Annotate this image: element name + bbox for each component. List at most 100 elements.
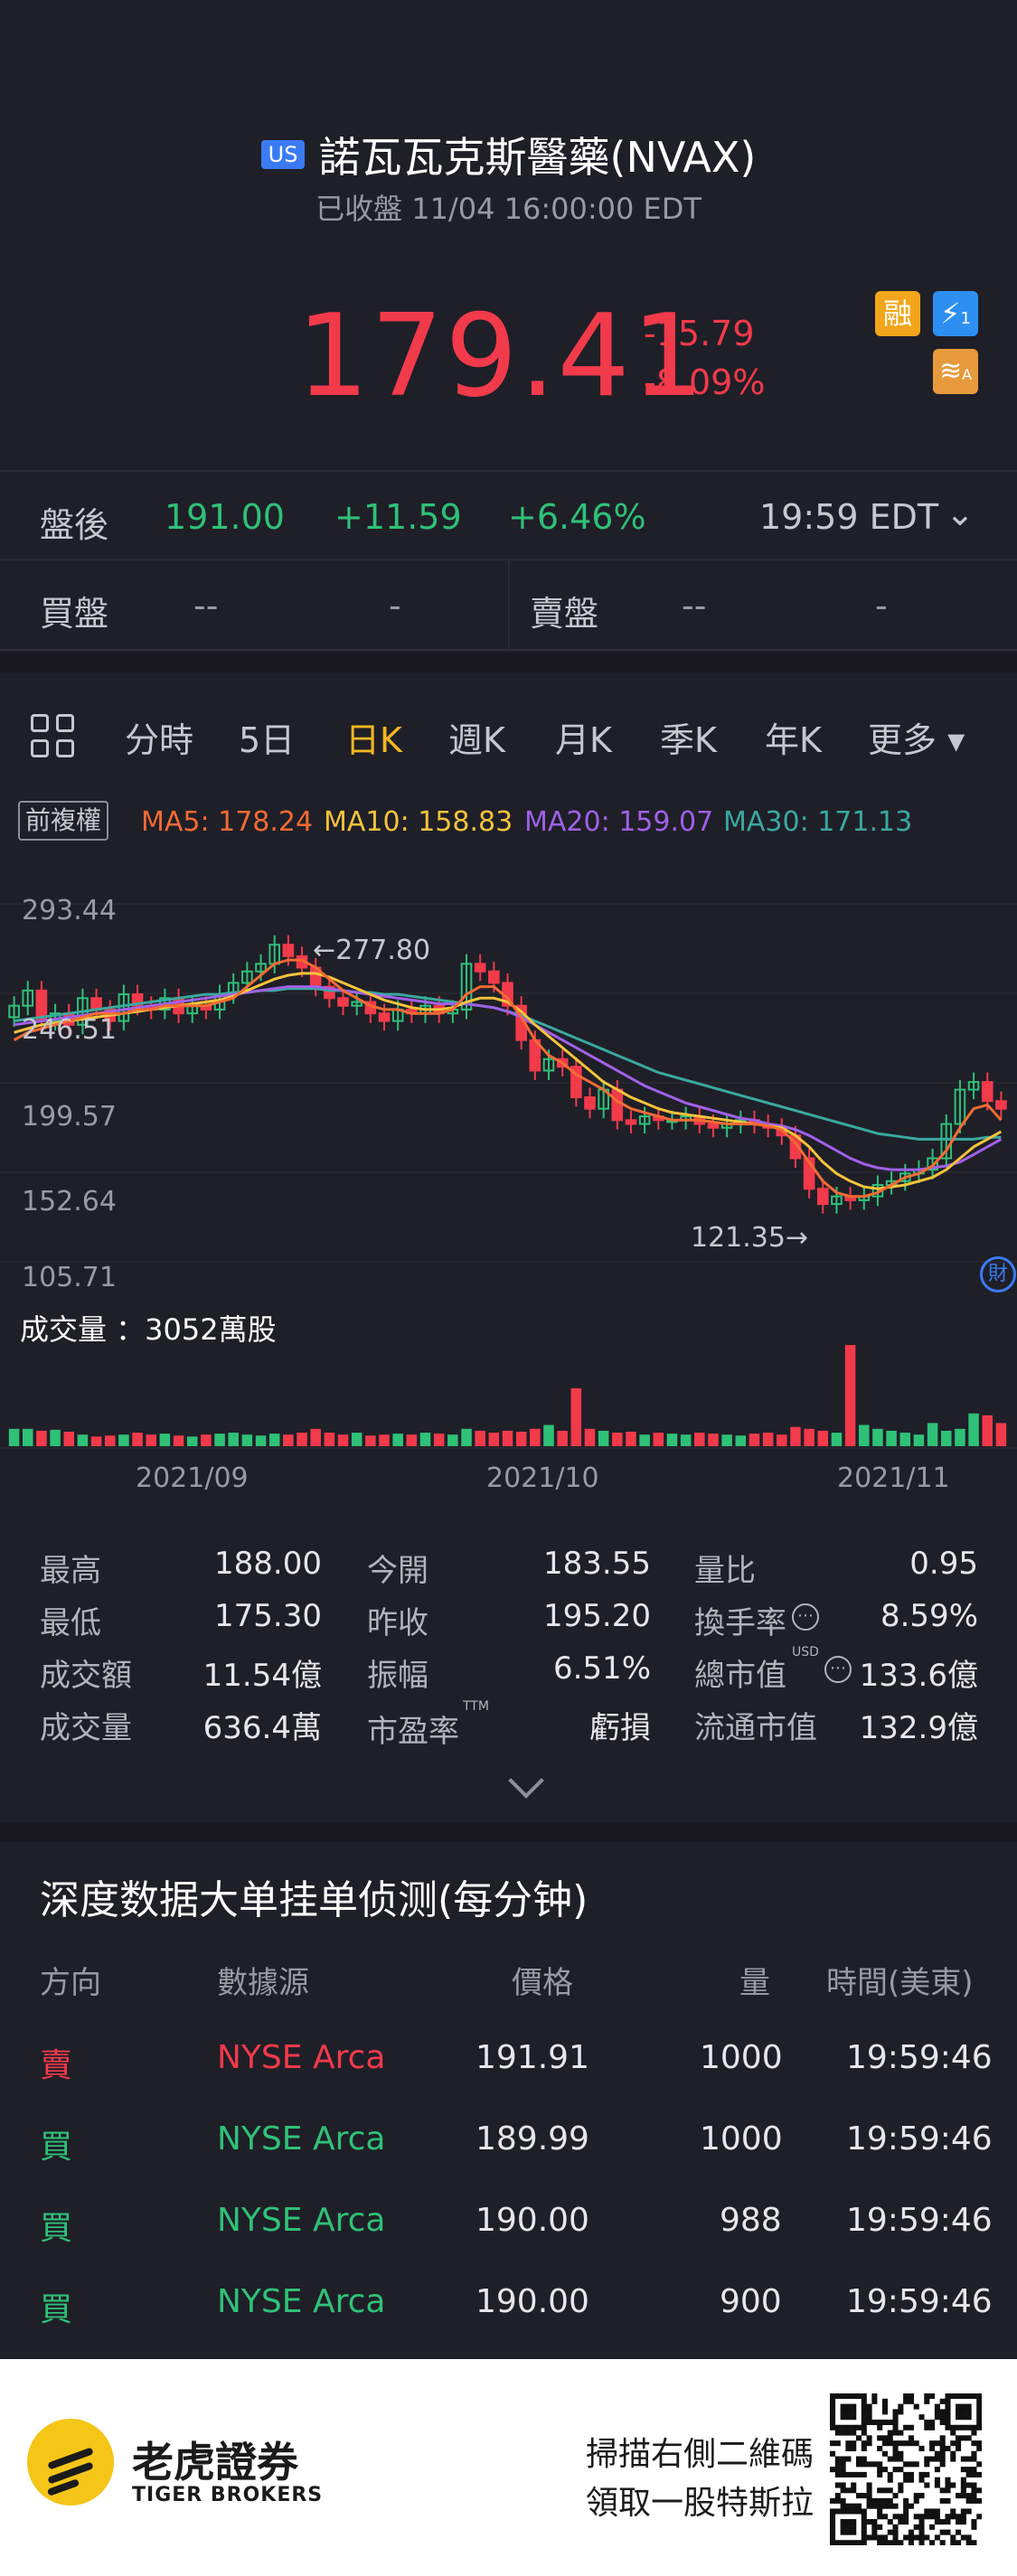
qr-module (834, 2430, 841, 2436)
qr-module (950, 2514, 956, 2520)
qr-module (845, 2487, 852, 2494)
tab-intraday[interactable]: 分時 (125, 720, 194, 760)
volume-bar (899, 1433, 911, 1446)
tab-yearly-k[interactable]: 年K (765, 720, 822, 760)
stat-label: 量比 (694, 1553, 756, 1589)
volume-bar (475, 1430, 485, 1446)
after-hours-row[interactable]: 盤後 191.00 +11.59 +6.46% 19:59 EDT ⌄ (0, 470, 1017, 560)
ma-legend: 前複權 MA5: 178.24 MA10: 158.83 MA20: 159.0… (0, 799, 1017, 850)
qr-module (840, 2482, 846, 2488)
volume-bar (77, 1434, 89, 1446)
stat-value: 132.9億 (859, 1710, 978, 1746)
qr-module (845, 2524, 852, 2530)
qr-module (960, 2467, 966, 2473)
volume-bar (90, 1436, 102, 1446)
qr-module (887, 2440, 893, 2447)
period-tabs: 分時 5日 日K 週K 月K 季K 年K 更多 ▾ (0, 672, 1017, 799)
brand-name: 老虎證券 (132, 2438, 298, 2487)
ma20-value: MA20: 159.07 (524, 806, 714, 838)
lightning-icon[interactable]: ⚡1 (933, 291, 978, 336)
layout-grid-icon[interactable] (31, 714, 76, 759)
qr-module (960, 2508, 966, 2515)
qr-code-icon[interactable] (824, 2388, 987, 2551)
qr-module (830, 2514, 836, 2520)
qr-module (851, 2487, 857, 2494)
qr-module (929, 2508, 936, 2515)
qr-module (855, 2456, 862, 2462)
y-tick-label: 246.51 (22, 1014, 117, 1046)
qr-module (918, 2529, 925, 2535)
qr-module (834, 2482, 841, 2488)
qr-module (830, 2497, 836, 2504)
qr-module (845, 2424, 852, 2430)
volume-bar (968, 1413, 979, 1446)
after-hours-change: +11.59 (334, 497, 462, 537)
tab-quarterly-k[interactable]: 季K (660, 720, 717, 760)
qr-module (881, 2487, 889, 2494)
tab-monthly-k[interactable]: 月K (555, 720, 612, 760)
section-gap (0, 653, 1017, 672)
qr-module (965, 2414, 972, 2421)
candle-body (282, 944, 295, 957)
qr-module (924, 2534, 930, 2541)
qr-module (881, 2514, 889, 2520)
tab-weekly-k[interactable]: 週K (448, 720, 505, 760)
volume-bar (173, 1435, 184, 1446)
qr-module (976, 2445, 982, 2452)
quote-stats: 最高 188.00 今開 183.55 量比 0.95 最低 175.30 昨收… (0, 1528, 1017, 1808)
qr-module (892, 2419, 899, 2426)
margin-icon[interactable]: 融 (875, 291, 920, 336)
candlestick-chart[interactable] (0, 868, 1017, 1500)
qr-module (877, 2419, 883, 2426)
tab-daily-k[interactable]: 日K (345, 720, 402, 760)
tab-5day[interactable]: 5日 (239, 720, 296, 760)
qr-module (898, 2519, 904, 2525)
qr-module (960, 2514, 966, 2520)
volume-bar (817, 1430, 829, 1446)
qr-module (898, 2409, 904, 2415)
tab-more[interactable]: 更多 ▾ (868, 720, 965, 760)
qr-module (834, 2540, 841, 2545)
qr-module (924, 2419, 930, 2426)
qr-module (945, 2398, 951, 2404)
volume-bar (392, 1434, 403, 1446)
qr-module (877, 2497, 883, 2504)
finance-icon[interactable]: 財 (980, 1256, 1016, 1293)
qr-module (929, 2540, 936, 2545)
stat-label: 最低 (40, 1605, 101, 1641)
layers-icon[interactable]: ≋A (933, 349, 978, 394)
volume-bar (228, 1433, 239, 1446)
qr-module (861, 2493, 867, 2499)
row-price: 190.00 (476, 2202, 589, 2239)
volume-bar (310, 1428, 321, 1446)
qr-module (892, 2440, 899, 2447)
qr-module (830, 2419, 836, 2426)
info-icon[interactable]: ⋯ (824, 1656, 852, 1683)
qr-module (908, 2424, 914, 2430)
volume-bar (461, 1428, 472, 1446)
qr-module (851, 2519, 857, 2525)
qr-module (855, 2508, 862, 2515)
adjust-toggle[interactable]: 前複權 (18, 801, 109, 841)
info-icon[interactable]: ⋯ (792, 1603, 819, 1631)
ma5-line (13, 958, 1003, 1199)
qr-module (830, 2393, 836, 2400)
qr-module (840, 2461, 846, 2468)
qr-module (939, 2450, 946, 2457)
qr-module (898, 2450, 904, 2457)
row-qty: 988 (720, 2202, 782, 2239)
chevron-down-icon[interactable]: ⌄ (946, 494, 975, 533)
volume-bar (653, 1433, 664, 1446)
row-direction: 買 (40, 2210, 73, 2247)
qr-module (929, 2514, 936, 2520)
volume-bar (50, 1429, 61, 1446)
stat-label: 流通市值 (694, 1710, 817, 1746)
volume-bar (804, 1428, 815, 1446)
qr-module (892, 2450, 899, 2457)
qr-module (934, 2477, 940, 2483)
qr-module (861, 2471, 867, 2477)
qr-module (840, 2430, 846, 2436)
qr-module (887, 2497, 893, 2504)
qr-module (834, 2456, 841, 2462)
qr-module (861, 2519, 867, 2525)
